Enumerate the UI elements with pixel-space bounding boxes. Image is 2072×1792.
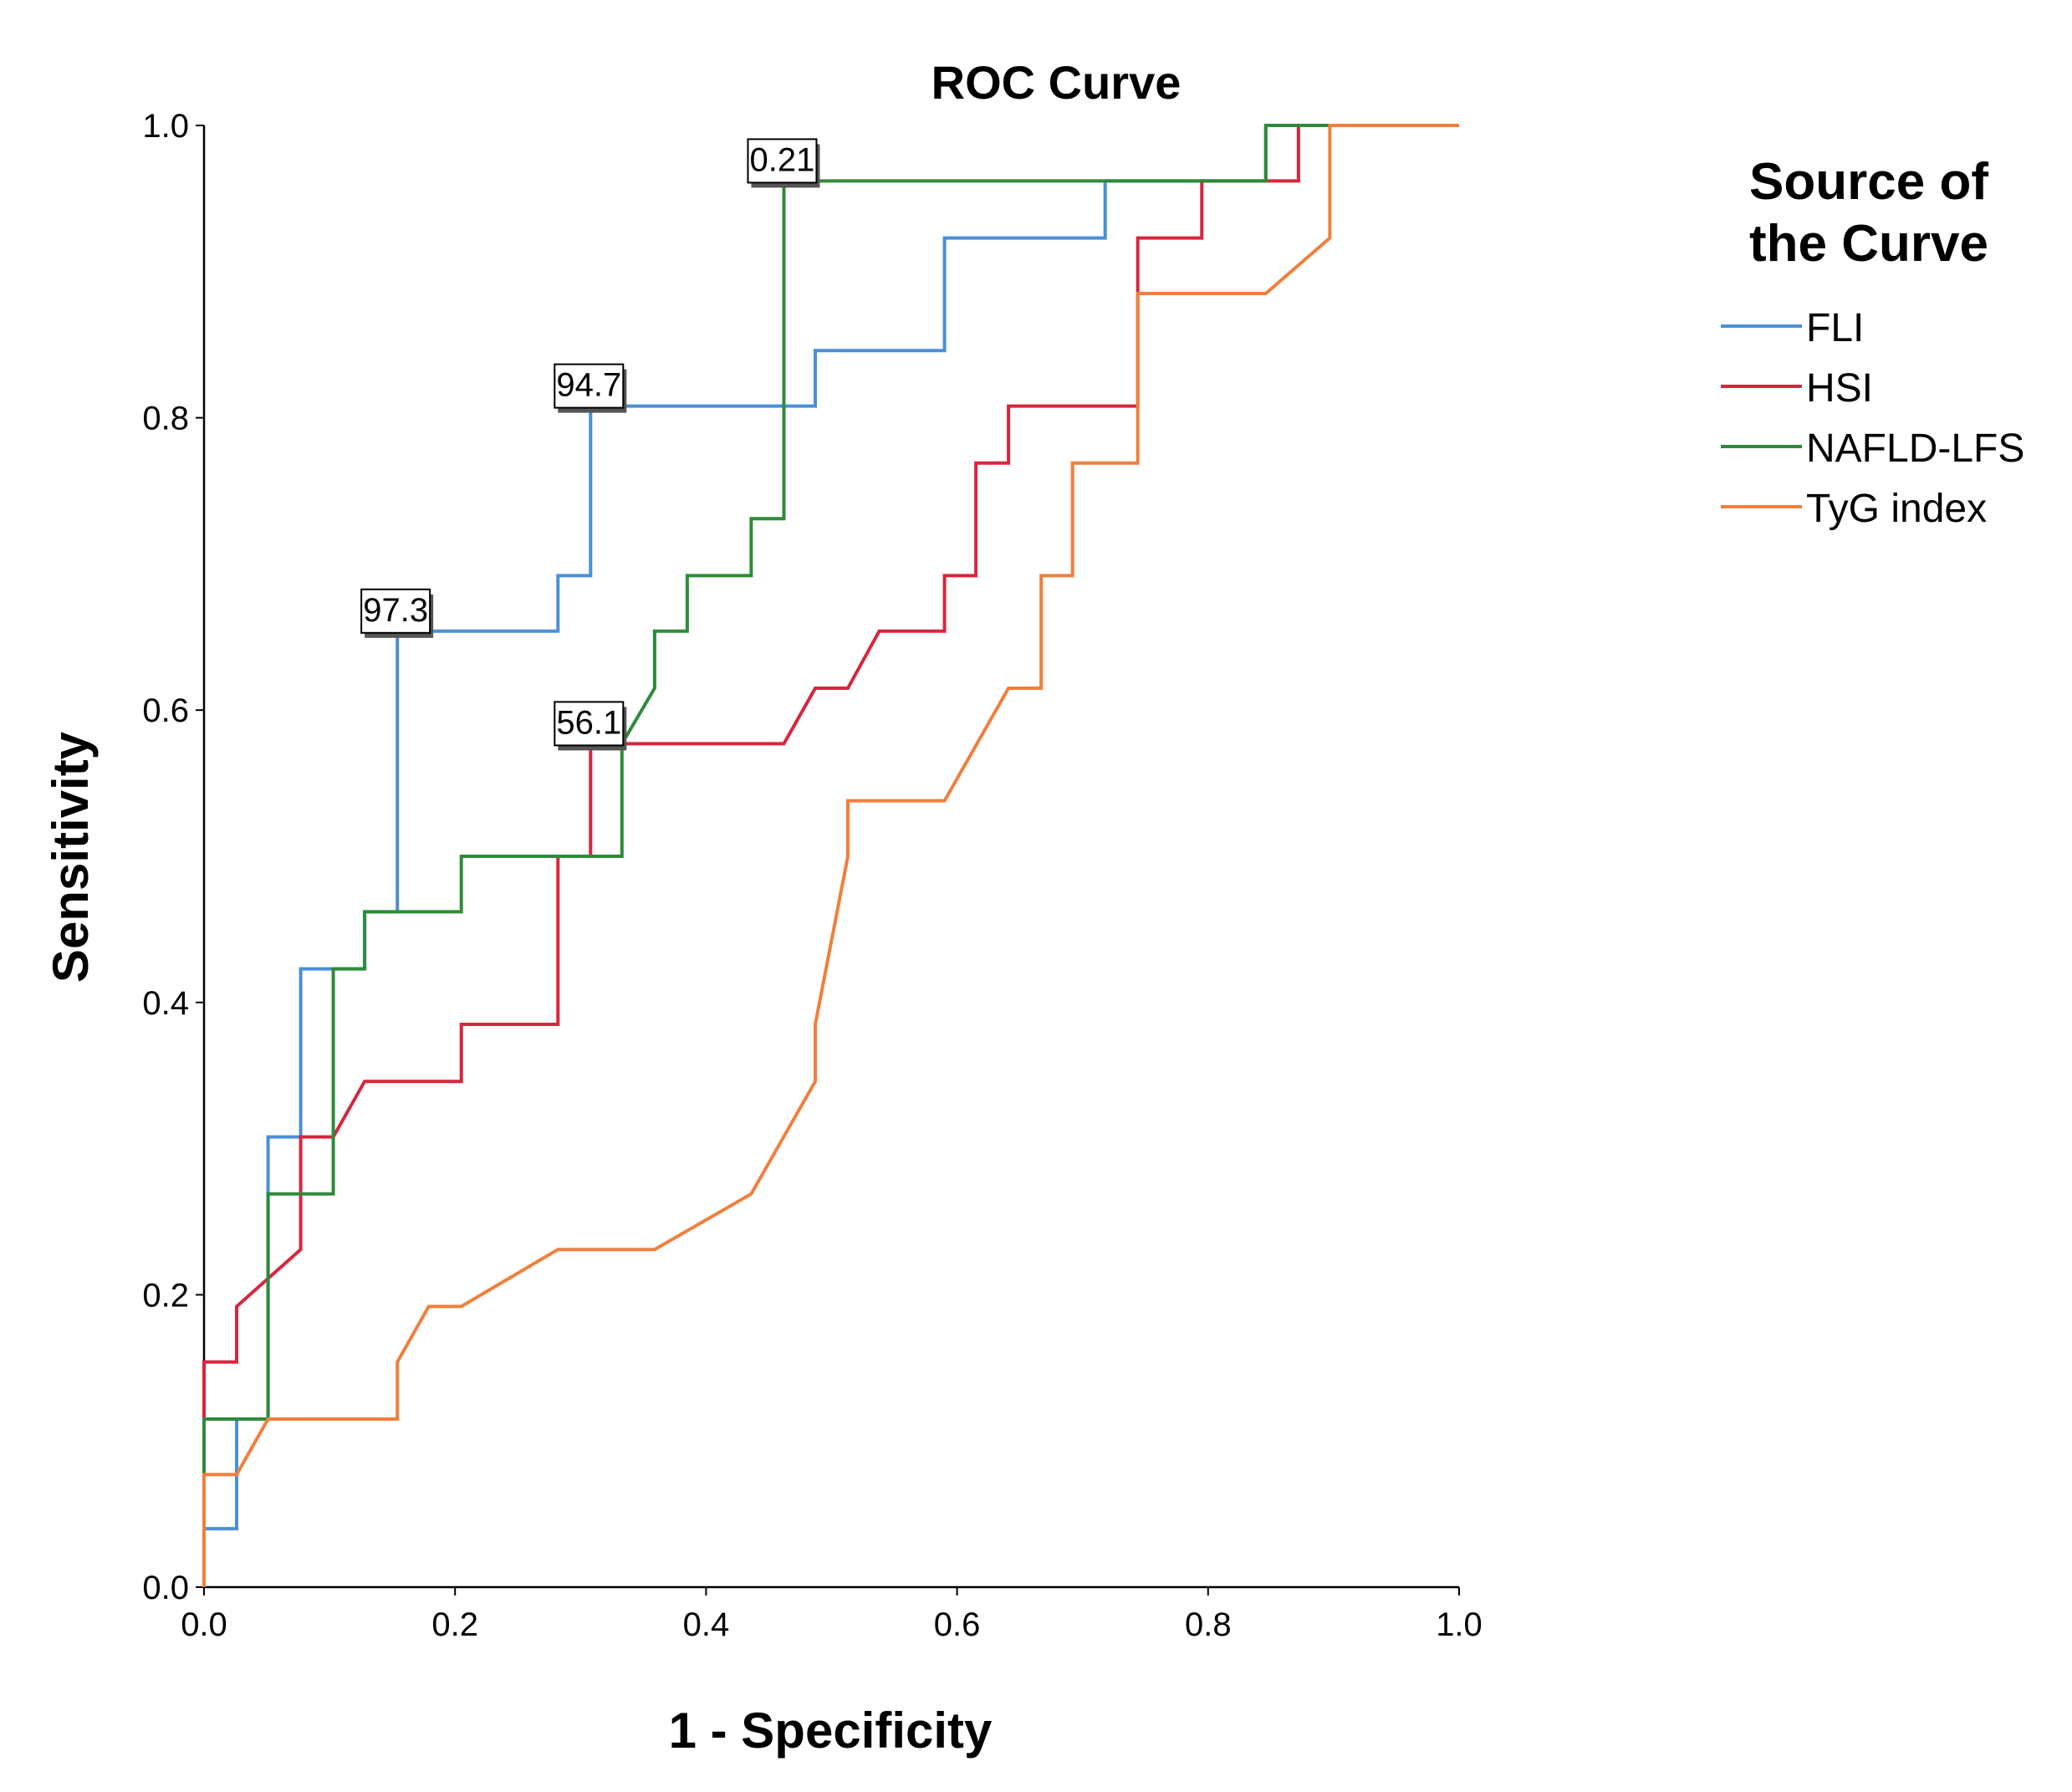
legend-item: HSI: [1721, 366, 1873, 411]
annotation-text: 94.7: [556, 367, 621, 404]
legend-label: TyG index: [1806, 487, 1987, 531]
y-axis-title: Sensitivity: [43, 731, 99, 983]
annotation-label: 94.7: [554, 363, 627, 413]
annotation-box: [554, 701, 625, 747]
annotation-box: [554, 363, 625, 409]
axes: 0.0 0.2 0.4 0.6 0.8 1.0 0.0 0.2 0.4 0.6 0.8 1.0: [142, 108, 1482, 1643]
legend-item: FLI: [1721, 306, 1864, 350]
y-tick-label: 1.0: [142, 108, 189, 145]
x-axis-title: 1 - Specificity: [669, 1703, 993, 1759]
x-tick-label: 0.0: [181, 1606, 227, 1643]
y-tick-label: 0.2: [142, 1277, 189, 1314]
annotation-text: 56.1: [556, 704, 621, 741]
annotation-layer: 0.21 94.7 97.3 56.1: [360, 138, 820, 751]
annotation-label: 0.21: [747, 138, 820, 188]
annotation-label: 56.1: [554, 701, 627, 751]
annotation-text: 97.3: [363, 592, 428, 629]
y-tick-label: 0.0: [142, 1570, 189, 1606]
y-tick-label: 0.8: [142, 401, 189, 437]
legend-label: NAFLD-LFS: [1806, 426, 2024, 471]
legend-title: Source of: [1749, 153, 1988, 211]
x-tick-label: 0.4: [683, 1606, 730, 1643]
x-tick-label: 1.0: [1436, 1606, 1483, 1643]
y-tick-label: 0.4: [142, 985, 189, 1022]
legend-title: the Curve: [1749, 215, 1988, 273]
legend-label: FLI: [1806, 306, 1864, 350]
annotation-box: [747, 138, 818, 184]
chart-title: ROC Curve: [931, 56, 1181, 109]
legend-label: HSI: [1806, 366, 1873, 411]
annotation-label: 97.3: [360, 588, 434, 638]
annotation-text: 0.21: [750, 141, 815, 178]
series-line-hsi: [202, 124, 1459, 1419]
x-tick-label: 0.2: [431, 1606, 478, 1643]
x-tick-label: 0.6: [934, 1606, 981, 1643]
y-tick-label: 0.6: [142, 692, 189, 729]
legend-item: NAFLD-LFS: [1721, 426, 2024, 471]
x-tick-label: 0.8: [1185, 1606, 1232, 1643]
annotation-box: [360, 588, 431, 634]
series-line-tyg-index: [202, 124, 1459, 1587]
legend-item: TyG index: [1721, 487, 1987, 531]
